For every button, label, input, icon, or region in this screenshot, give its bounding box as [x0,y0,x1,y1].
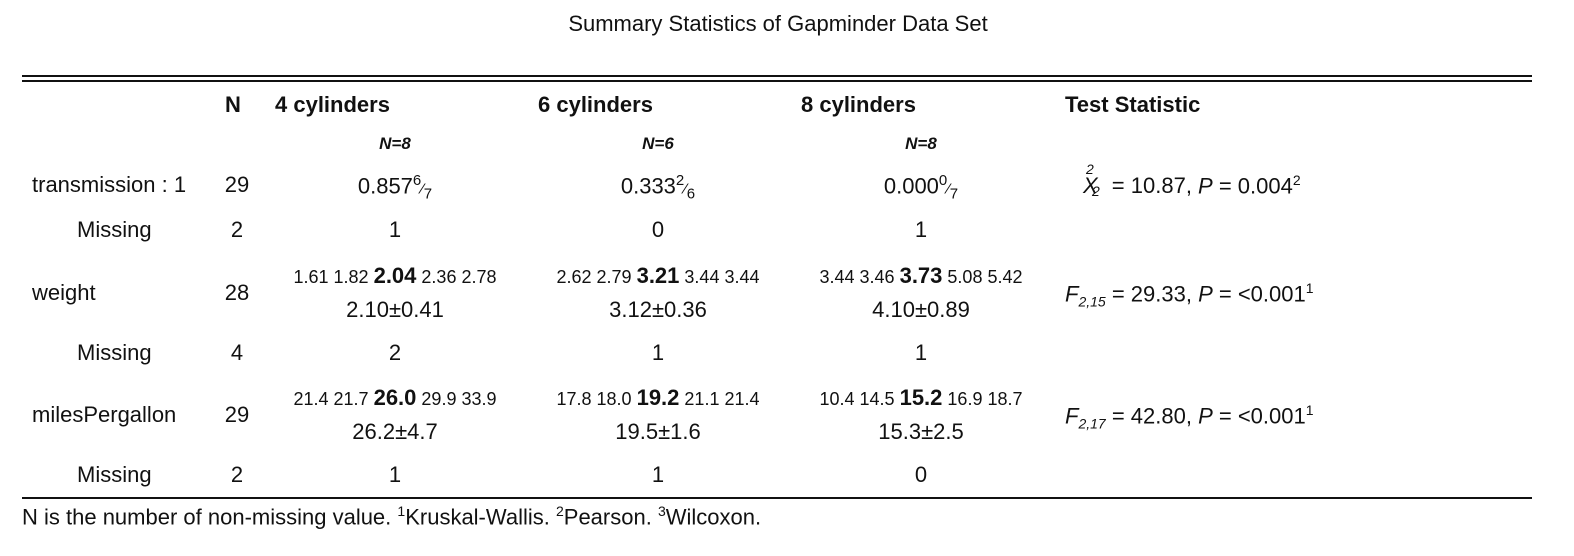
mpg-8cyl-mean-sd: 15.3±2.5 [878,419,964,444]
group-n-6: N=6 [642,134,674,153]
header-6-cylinders: 6 cylinders [538,92,653,117]
missing-weight-8cyl: 1 [914,340,928,365]
missing-weight-4cyl: 2 [388,340,402,365]
bottom-rule [22,497,1532,499]
missing-transmission-4cyl: 1 [388,217,402,242]
table-title: Summary Statistics of Gapminder Data Set [568,11,988,36]
header-8-cylinders: 8 cylinders [801,92,916,117]
row-label-transmission: transmission : 1 [32,172,187,197]
row-n-weight: 28 [224,280,250,305]
missing-transmission-8cyl: 1 [914,217,928,242]
transmission-8cyl: 0.0000⁄7 [883,172,959,203]
missing-weight-6cyl: 1 [651,340,665,365]
mpg-8cyl-quantiles: 10.4 14.5 15.2 16.9 18.7 [819,385,1023,410]
weight-test: F2,15 = 29.33, P = <0.0011 [1065,280,1314,310]
row-n-mpg: 29 [224,402,250,427]
missing-label-mpg: Missing [77,462,152,487]
missing-n-weight: 4 [230,340,244,365]
missing-label-weight: Missing [77,340,152,365]
mpg-6cyl-quantiles: 17.8 18.0 19.2 21.1 21.4 [556,385,760,410]
row-label-mpg: milesPergallon [32,402,177,427]
footnote: N is the number of non-missing value. 1K… [22,503,762,530]
row-n-transmission: 29 [224,172,250,197]
missing-mpg-8cyl: 0 [914,462,928,487]
header-4-cylinders: 4 cylinders [275,92,390,117]
weight-4cyl-quantiles: 1.61 1.82 2.04 2.36 2.78 [293,263,497,288]
header-test-statistic: Test Statistic [1065,92,1201,117]
weight-4cyl-mean-sd: 2.10±0.41 [346,297,444,322]
weight-6cyl-mean-sd: 3.12±0.36 [609,297,707,322]
missing-label-transmission: Missing [77,217,152,242]
weight-8cyl-mean-sd: 4.10±0.89 [872,297,970,322]
mpg-4cyl-quantiles: 21.4 21.7 26.0 29.9 33.9 [293,385,497,410]
mpg-4cyl-mean-sd: 26.2±4.7 [352,419,438,444]
transmission-6cyl: 0.3332⁄6 [620,172,696,203]
mpg-test: F2,17 = 42.80, P = <0.0011 [1065,402,1314,432]
weight-6cyl-quantiles: 2.62 2.79 3.21 3.44 3.44 [556,263,760,288]
weight-8cyl-quantiles: 3.44 3.46 3.73 5.08 5.42 [819,263,1023,288]
missing-n-mpg: 2 [230,462,244,487]
mpg-6cyl-mean-sd: 19.5±1.6 [615,419,701,444]
top-rule [22,75,1532,77]
group-n-4: N=8 [379,134,411,153]
header-n: N [225,92,241,117]
group-n-8: N=8 [905,134,937,153]
transmission-4cyl: 0.8576⁄7 [357,172,433,203]
missing-transmission-6cyl: 0 [651,217,665,242]
missing-n-transmission: 2 [230,217,244,242]
missing-mpg-6cyl: 1 [651,462,665,487]
top-rule-2 [22,80,1532,82]
row-label-weight: weight [32,280,96,305]
missing-mpg-4cyl: 1 [388,462,402,487]
